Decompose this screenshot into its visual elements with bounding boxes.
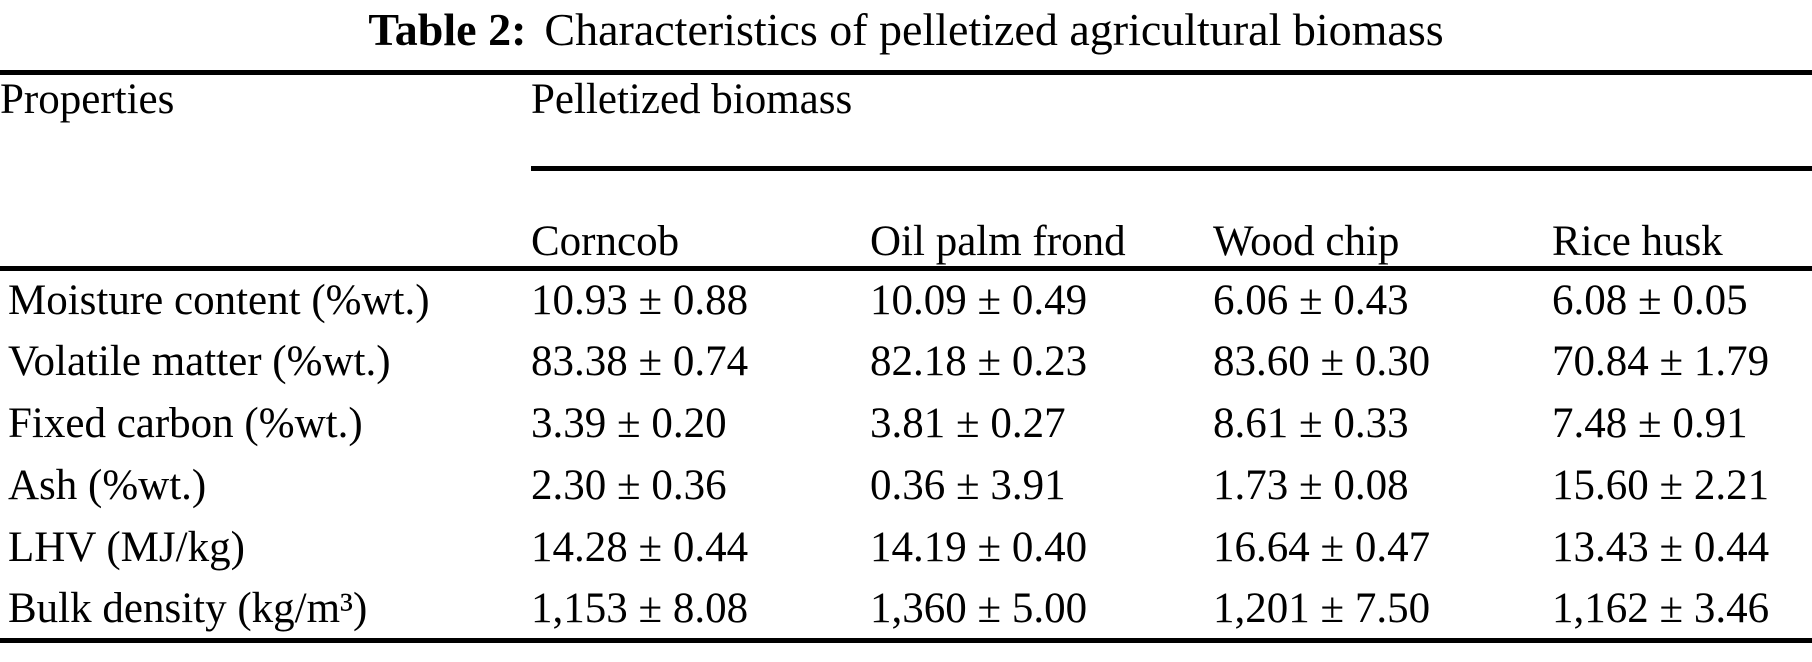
- column-header-rice-husk: Rice husk: [1552, 168, 1812, 271]
- table-row: Bulk density (kg/m³) 1,153 ± 8.08 1,360 …: [0, 579, 1812, 641]
- table-caption: Table 2: Characteristics of pelletized ag…: [0, 0, 1812, 70]
- biomass-characteristics-table: Properties Pelletized biomass Corncob Oi…: [0, 70, 1812, 643]
- header-row-columns: Corncob Oil palm frond Wood chip Rice hu…: [0, 168, 1812, 271]
- value-cell: 8.61 ± 0.33: [1213, 400, 1409, 447]
- table-row: Volatile matter (%wt.) 83.38 ± 0.74 82.1…: [0, 331, 1812, 393]
- value-cell: 1,153 ± 8.08: [531, 584, 749, 632]
- table-row: Fixed carbon (%wt.) 3.39 ± 0.20 3.81 ± 0…: [0, 393, 1812, 455]
- value-cell: 83.60 ± 0.30: [1213, 338, 1431, 385]
- property-cell: Fixed carbon (%wt.): [8, 400, 363, 447]
- value-cell: 70.84 ± 1.79: [1552, 338, 1770, 385]
- value-cell: 0.36 ± 3.91: [870, 462, 1066, 509]
- table-row: Moisture content (%wt.) 10.93 ± 0.88 10.…: [0, 269, 1812, 331]
- value-cell: 82.18 ± 0.23: [870, 338, 1088, 385]
- value-cell: 1.73 ± 0.08: [1213, 462, 1409, 509]
- group-header-cell: Pelletized biomass: [531, 72, 1812, 171]
- column-header-oil-palm-frond: Oil palm frond: [870, 168, 1213, 271]
- value-cell: 1,360 ± 5.00: [870, 584, 1088, 632]
- value-cell: 14.28 ± 0.44: [531, 524, 749, 571]
- property-cell: Ash (%wt.): [8, 462, 207, 509]
- column-header-wood-chip: Wood chip: [1213, 168, 1552, 271]
- property-cell: Moisture content (%wt.): [8, 277, 430, 325]
- value-cell: 83.38 ± 0.74: [531, 338, 749, 385]
- value-cell: 16.64 ± 0.47: [1213, 524, 1431, 571]
- value-cell: 1,201 ± 7.50: [1213, 584, 1431, 632]
- value-cell: 3.39 ± 0.20: [531, 400, 727, 447]
- header-row-group: Properties Pelletized biomass: [0, 72, 1812, 271]
- value-cell: 6.08 ± 0.05: [1552, 277, 1748, 325]
- table-caption-label: Table 2:: [368, 4, 527, 55]
- table-row: Ash (%wt.) 2.30 ± 0.36 0.36 ± 3.91 1.73 …: [0, 455, 1812, 517]
- value-cell: 6.06 ± 0.43: [1213, 277, 1409, 325]
- property-cell: Volatile matter (%wt.): [8, 338, 391, 385]
- value-cell: 3.81 ± 0.27: [870, 400, 1066, 447]
- value-cell: 14.19 ± 0.40: [870, 524, 1088, 571]
- table-row: LHV (MJ/kg) 14.28 ± 0.44 14.19 ± 0.40 16…: [0, 517, 1812, 579]
- value-cell: 10.93 ± 0.88: [531, 277, 749, 325]
- value-cell: 2.30 ± 0.36: [531, 462, 727, 509]
- value-cell: 13.43 ± 0.44: [1552, 524, 1770, 571]
- properties-header-cell: Properties: [0, 72, 531, 271]
- property-cell: Bulk density (kg/m³): [8, 584, 368, 632]
- value-cell: 7.48 ± 0.91: [1552, 400, 1748, 447]
- value-cell: 15.60 ± 2.21: [1552, 462, 1770, 509]
- value-cell: 1,162 ± 3.46: [1552, 584, 1770, 632]
- column-header-corncob: Corncob: [531, 168, 870, 271]
- value-cell: 10.09 ± 0.49: [870, 277, 1088, 325]
- property-cell: LHV (MJ/kg): [8, 524, 245, 571]
- table-caption-text: Characteristics of pelletized agricultur…: [544, 4, 1444, 55]
